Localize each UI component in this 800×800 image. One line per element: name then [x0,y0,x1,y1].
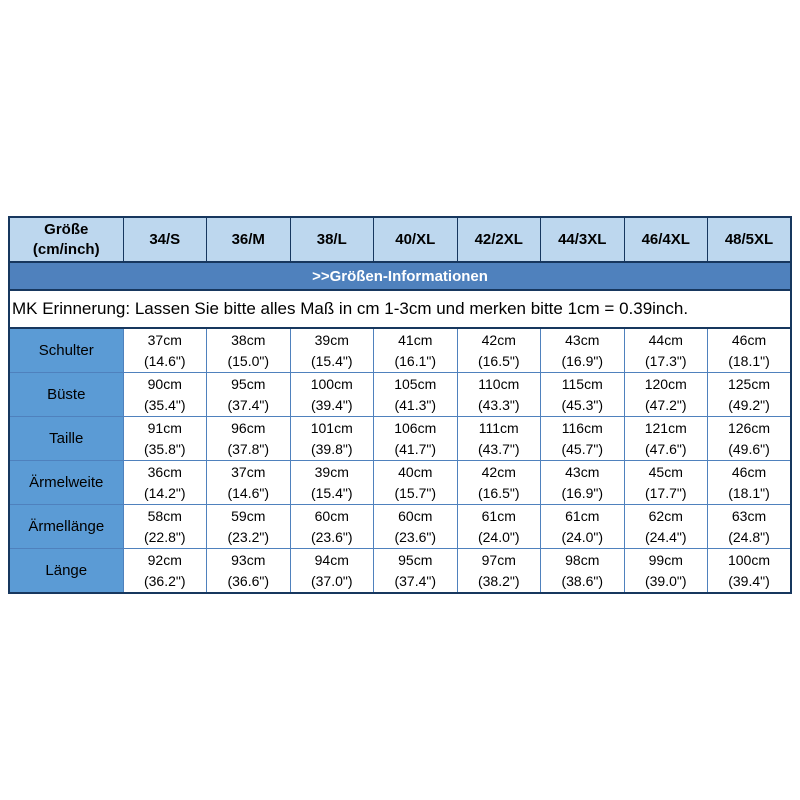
measurement-cell: 92cm (36.2") [122,548,207,594]
measurement-cell: 46cm (18.1") [707,460,792,505]
table-row: Länge 92cm (36.2") 93cm (36.6") 94cm (37.0"… [8,548,792,594]
row-label: Länge [8,548,124,594]
measurement-cell: 126cm (49.6") [707,416,792,461]
measurement-cell: 100cm (39.4") [707,548,792,594]
measurement-cell: 95cm (37.4") [206,372,291,417]
measurement-cell: 95cm (37.4") [373,548,458,594]
measurement-cell: 58cm (22.8") [122,504,207,549]
column-header: 48/5XL [707,216,792,263]
measurement-cell: 60cm (23.6") [289,504,374,549]
measurement-cell: 46cm (18.1") [707,327,792,373]
measurement-cell: 101cm (39.8") [289,416,374,461]
column-header: 34/S [122,216,207,263]
table-title-row: >>Größen-Informationen [8,261,792,291]
row-label: Ärmelweite [8,460,124,505]
measurement-cell: 91cm (35.8") [122,416,207,461]
measurement-cell: 36cm (14.2") [122,460,207,505]
measurement-cell: 45cm (17.7") [623,460,708,505]
row-label: Schulter [8,327,124,373]
measurement-cell: 59cm (23.2") [206,504,291,549]
measurement-cell: 39cm (15.4") [289,460,374,505]
column-header: 40/XL [373,216,458,263]
measurement-cell: 41cm (16.1") [373,327,458,373]
measurement-cell: 37cm (14.6") [206,460,291,505]
measurement-cell: 125cm (49.2") [707,372,792,417]
size-table-body: Schulter 37cm (14.6") 38cm (15.0") 39cm (15… [8,327,792,594]
column-header-row: Größe (cm/inch) 34/S 36/M 38/L 40/XL 42/2XL 44… [8,216,792,263]
column-header: 42/2XL [456,216,541,263]
measurement-cell: 116cm (45.7") [540,416,625,461]
measurement-cell: 43cm (16.9") [540,460,625,505]
measurement-cell: 120cm (47.2") [623,372,708,417]
measurement-cell: 38cm (15.0") [206,327,291,373]
measurement-cell: 111cm (43.7") [456,416,541,461]
measurement-cell: 105cm (41.3") [373,372,458,417]
column-header: 46/4XL [623,216,708,263]
measurement-cell: 96cm (37.8") [206,416,291,461]
measurement-cell: 94cm (37.0") [289,548,374,594]
measurement-cell: 39cm (15.4") [289,327,374,373]
table-row: Schulter 37cm (14.6") 38cm (15.0") 39cm (15… [8,327,792,373]
measurement-cell: 61cm (24.0") [456,504,541,549]
measurement-cell: 97cm (38.2") [456,548,541,594]
row-label: Taille [8,416,124,461]
measurement-cell: 62cm (24.4") [623,504,708,549]
reminder-note: MK Erinnerung: Lassen Sie bitte alles Ma… [8,289,792,329]
table-title: >>Größen-Informationen [8,261,792,291]
measurement-cell: 115cm (45.3") [540,372,625,417]
measurement-cell: 99cm (39.0") [623,548,708,594]
measurement-cell: 63cm (24.8") [707,504,792,549]
measurement-cell: 40cm (15.7") [373,460,458,505]
table-row: Ärmelweite 36cm (14.2") 37cm (14.6") 39cm (… [8,460,792,505]
column-header: 38/L [289,216,374,263]
measurement-cell: 110cm (43.3") [456,372,541,417]
size-table: >>Größen-Informationen MK Erinnerung: La… [8,216,792,594]
column-header-size-label: Größe (cm/inch) [8,216,124,263]
measurement-cell: 60cm (23.6") [373,504,458,549]
table-row: Taille 91cm (35.8") 96cm (37.8") 101cm (39.… [8,416,792,461]
measurement-cell: 90cm (35.4") [122,372,207,417]
measurement-cell: 42cm (16.5") [456,327,541,373]
measurement-cell: 42cm (16.5") [456,460,541,505]
table-row: Ärmellänge 58cm (22.8") 59cm (23.2") 60cm (… [8,504,792,549]
measurement-cell: 37cm (14.6") [122,327,207,373]
measurement-cell: 93cm (36.6") [206,548,291,594]
measurement-cell: 106cm (41.7") [373,416,458,461]
row-label: Ärmellänge [8,504,124,549]
column-header: 36/M [206,216,291,263]
size-chart: >>Größen-Informationen MK Erinnerung: La… [8,216,792,594]
measurement-cell: 44cm (17.3") [623,327,708,373]
measurement-cell: 43cm (16.9") [540,327,625,373]
reminder-note-row: MK Erinnerung: Lassen Sie bitte alles Ma… [8,289,792,329]
column-header: 44/3XL [540,216,625,263]
measurement-cell: 121cm (47.6") [623,416,708,461]
measurement-cell: 98cm (38.6") [540,548,625,594]
row-label: Büste [8,372,124,417]
table-row: Büste 90cm (35.4") 95cm (37.4") 100cm (39.4… [8,372,792,417]
measurement-cell: 61cm (24.0") [540,504,625,549]
measurement-cell: 100cm (39.4") [289,372,374,417]
